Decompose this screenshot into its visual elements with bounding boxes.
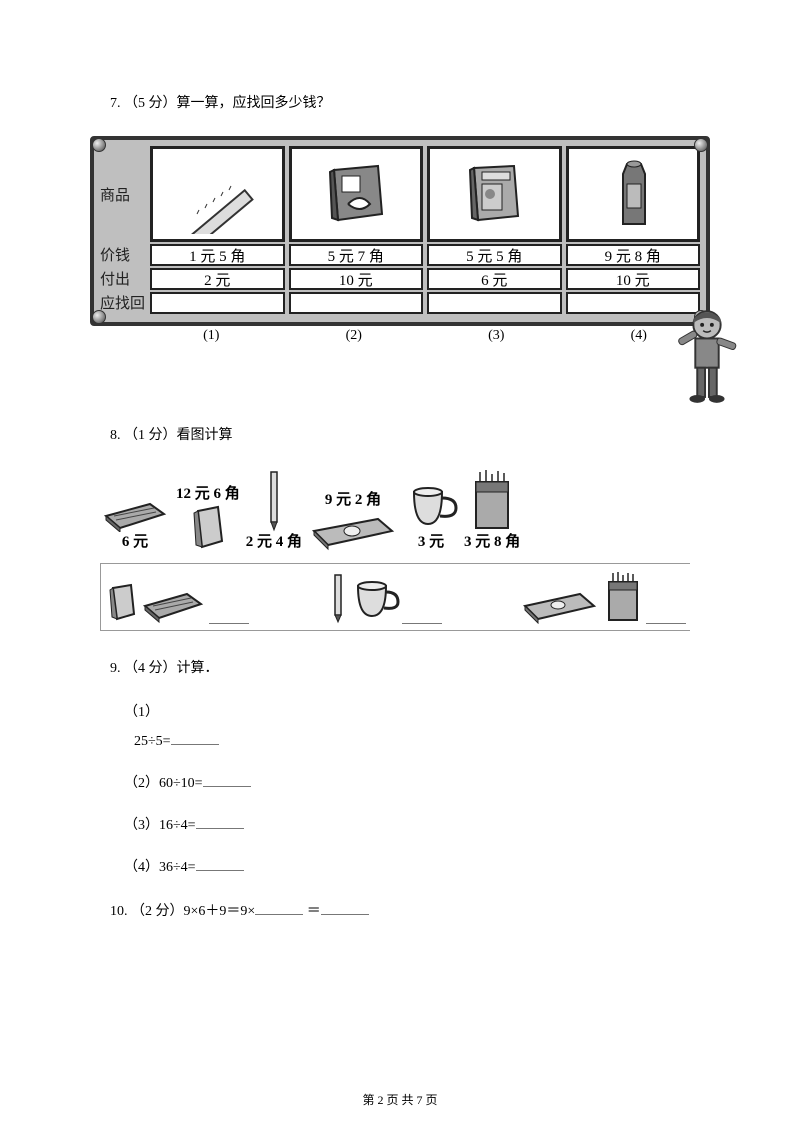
- cup-icon: [350, 578, 400, 624]
- q10-text-b: ＝: [307, 904, 321, 919]
- question-7: 7. （5 分）算一算，应找回多少钱？: [110, 90, 690, 118]
- q8-eraser: 12 元 6 角: [176, 482, 240, 551]
- pen-icon: [262, 468, 286, 532]
- q8-answer-3[interactable]: [646, 610, 686, 624]
- label-goods: 商品: [100, 146, 146, 242]
- q8-pencils: 3 元 8 角: [464, 468, 520, 551]
- q9-expr-3: 16÷4=: [159, 818, 196, 833]
- q7-change-2[interactable]: [289, 292, 424, 314]
- q8-book: 6 元: [100, 486, 170, 551]
- q8-answer-1[interactable]: [209, 610, 249, 624]
- page-footer: 第 2 页 共 7 页: [0, 1091, 800, 1108]
- book-icon: [141, 580, 207, 624]
- q7-heading: 7. （5 分）算一算，应找回多少钱？: [110, 96, 331, 111]
- q9-label-2: （2）: [124, 776, 159, 791]
- q7-item-2: 5 元 7 角 10 元: [289, 146, 424, 316]
- q9-heading: 9. （4 分）计算．: [110, 661, 219, 676]
- q9-answer-1[interactable]: [171, 731, 219, 745]
- eraser-icon: [188, 501, 228, 551]
- q9-part-4: （4）36÷4=: [124, 856, 690, 876]
- q7-paid-1: 2 元: [150, 268, 285, 290]
- screw-icon: [694, 138, 708, 152]
- q8-case: 9 元 2 角: [308, 488, 398, 551]
- q7-paid-2: 10 元: [289, 268, 424, 290]
- pen-icon: [328, 572, 348, 624]
- q8-combo-3: [520, 570, 686, 624]
- q9-label-4: （4）: [124, 860, 159, 875]
- screw-icon: [92, 138, 106, 152]
- label-change: 应找回: [100, 290, 146, 314]
- eraser-icon: [105, 580, 139, 624]
- q10-text-a: 10. （2 分）9×6＋9＝9×: [110, 904, 255, 919]
- q8-case-price: 9 元 2 角: [325, 488, 381, 509]
- q8-combo-row: [100, 563, 690, 631]
- q9-label-3: （3）: [124, 818, 159, 833]
- q9-part-1: 25÷5=: [134, 731, 690, 750]
- q9-answer-3[interactable]: [196, 815, 244, 829]
- q8-heading: 8. （1 分）看图计算: [110, 428, 233, 443]
- q9-part-2: （2）60÷10=: [124, 772, 690, 792]
- book-icon: [289, 146, 424, 242]
- q7-price-4: 9 元 8 角: [566, 244, 701, 266]
- q8-eraser-price: 12 元 6 角: [176, 482, 240, 503]
- q9-expr-2: 60÷10=: [159, 776, 203, 791]
- q8-combo-1: [105, 580, 249, 624]
- question-9: 9. （4 分）计算．: [110, 655, 690, 683]
- pencilbox-icon: [468, 468, 516, 532]
- q7-item-3: 5 元 5 角 6 元: [427, 146, 562, 316]
- q7-colnum-3: (3): [425, 328, 568, 344]
- label-paid: 付出: [100, 266, 146, 290]
- q9-expr-1: 25÷5=: [134, 734, 171, 749]
- q7-colnum-1: (1): [140, 328, 283, 344]
- q7-paid-4: 10 元: [566, 268, 701, 290]
- q7-change-1[interactable]: [150, 292, 285, 314]
- storybook-icon: [427, 146, 562, 242]
- pencilcase-icon: [520, 584, 600, 624]
- q7-change-3[interactable]: [427, 292, 562, 314]
- ruler-icon: [150, 146, 285, 242]
- label-price: 价钱: [100, 242, 146, 266]
- bottle-icon: [566, 146, 701, 242]
- screw-icon: [92, 310, 106, 324]
- book-icon: [100, 486, 170, 532]
- q9-part-3: （3）16÷4=: [124, 814, 690, 834]
- question-10: 10. （2 分）9×6＋9＝9× ＝: [110, 898, 690, 926]
- question-8: 8. （1 分）看图计算: [110, 422, 690, 450]
- q7-paid-3: 6 元: [427, 268, 562, 290]
- q7-item-1: 1 元 5 角 2 元: [150, 146, 285, 316]
- q9-answer-4[interactable]: [196, 857, 244, 871]
- q8-combo-2: [328, 572, 442, 624]
- q7-price-2: 5 元 7 角: [289, 244, 424, 266]
- q9-expr-4: 36÷4=: [159, 860, 196, 875]
- q8-book-price: 6 元: [122, 530, 148, 551]
- q8-pen-price: 2 元 4 角: [246, 530, 302, 551]
- q7-row-labels: 商品 价钱 付出 应找回: [100, 146, 146, 316]
- q8-pencils-price: 3 元 8 角: [464, 530, 520, 551]
- q8-pen: 2 元 4 角: [246, 468, 302, 551]
- cup-icon: [404, 482, 458, 532]
- q10-answer-2[interactable]: [321, 901, 369, 915]
- q9-answer-2[interactable]: [203, 773, 251, 787]
- pencilcase-icon: [308, 507, 398, 551]
- q9-part-1-label: （1）: [124, 701, 690, 721]
- q7-colnum-2: (2): [283, 328, 426, 344]
- q10-answer-1[interactable]: [255, 901, 303, 915]
- q7-price-3: 5 元 5 角: [427, 244, 562, 266]
- q8-cup-price: 3 元: [418, 530, 444, 551]
- q7-shop-board: 商品 价钱 付出 应找回 1 元 5 角: [90, 136, 710, 376]
- q7-item-4: 9 元 8 角 10 元: [566, 146, 701, 316]
- q7-price-1: 1 元 5 角: [150, 244, 285, 266]
- q8-cup: 3 元: [404, 482, 458, 551]
- q8-price-row: 6 元 12 元 6 角 2 元 4 角 9 元 2 角 3 元 3 元 8 角: [100, 468, 690, 551]
- pencilbox-icon: [602, 570, 644, 624]
- boy-character-icon: [668, 302, 746, 412]
- q8-answer-2[interactable]: [402, 610, 442, 624]
